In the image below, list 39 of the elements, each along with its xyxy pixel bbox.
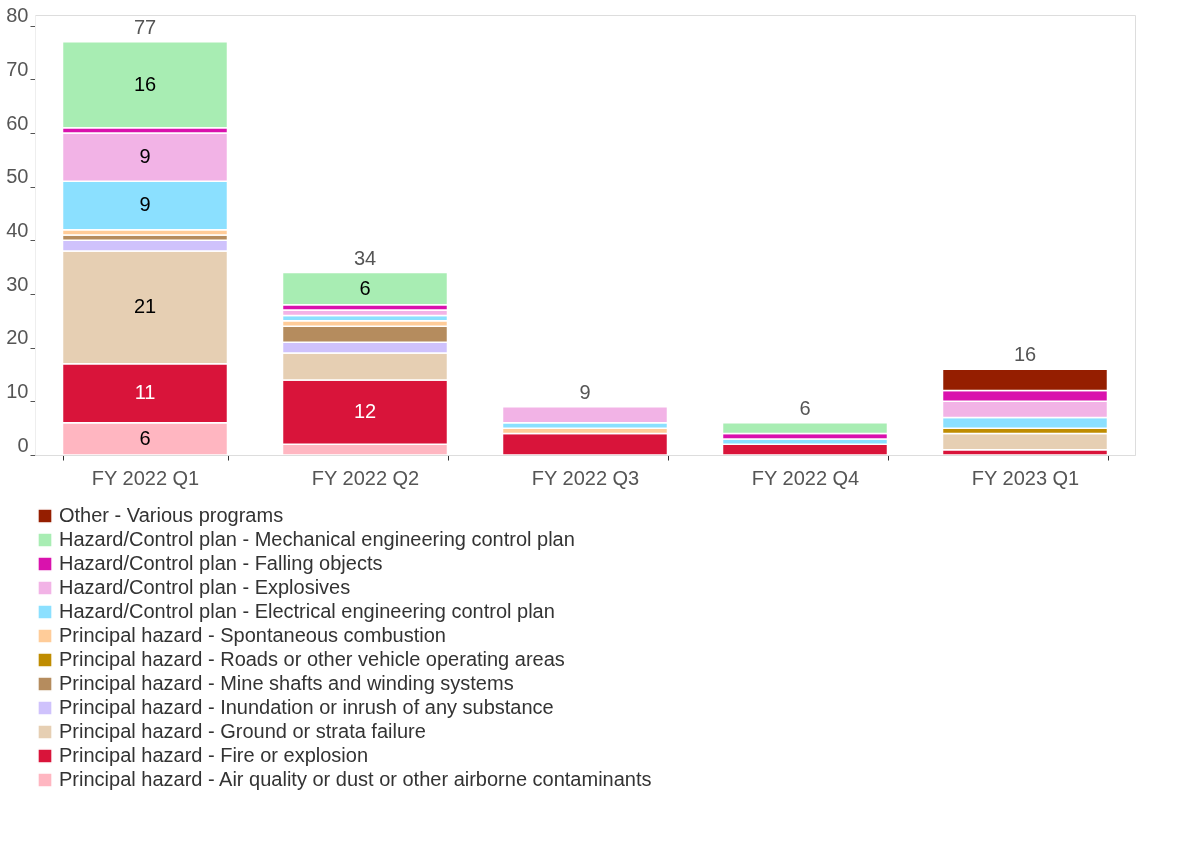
y-tick-label: 70 bbox=[6, 57, 29, 80]
legend-label: Hazard/Control plan - Mechanical engineering control plan bbox=[59, 528, 575, 550]
legend-label: Other - Various programs bbox=[59, 504, 284, 526]
total-label: 16 bbox=[1013, 343, 1037, 366]
x-tick-label: FY 2022 Q1 bbox=[91, 466, 200, 489]
data-label: 9 bbox=[139, 193, 151, 216]
y-tick-label: 60 bbox=[6, 111, 29, 134]
data-label: 21 bbox=[133, 295, 157, 318]
y-tick-label: 20 bbox=[6, 326, 29, 349]
y-tick-label: 10 bbox=[6, 379, 29, 402]
x-tick-label: FY 2022 Q3 bbox=[531, 466, 640, 489]
legend-label: Principal hazard - Ground or strata failure bbox=[59, 720, 426, 742]
data-label: 12 bbox=[353, 400, 377, 423]
data-label: 6 bbox=[359, 276, 371, 299]
data-label: 16 bbox=[133, 72, 157, 95]
y-tick-label: 50 bbox=[6, 165, 29, 188]
legend-label: Principal hazard - Inundation or inrush of any substance bbox=[59, 696, 554, 718]
x-tick-label: FY 2022 Q4 bbox=[751, 466, 860, 489]
y-tick-label: 30 bbox=[6, 272, 29, 295]
legend-label: Hazard/Control plan - Explosives bbox=[59, 576, 351, 598]
data-label: 11 bbox=[134, 381, 156, 404]
legend-label: Principal hazard - Air quality or dust or other airborne contaminants bbox=[59, 768, 652, 790]
legend-label: Principal hazard - Mine shafts and winding systems bbox=[59, 672, 514, 694]
legend-label: Principal hazard - Spontaneous combustion bbox=[59, 624, 446, 646]
legend-label: Hazard/Control plan - Falling objects bbox=[59, 552, 383, 574]
y-tick-label: 40 bbox=[6, 218, 29, 241]
total-label: 6 bbox=[799, 396, 811, 419]
data-label: 6 bbox=[139, 426, 151, 449]
x-tick-label: FY 2023 Q1 bbox=[971, 466, 1080, 489]
y-tick-label: 0 bbox=[17, 433, 29, 456]
y-tick-label: 80 bbox=[6, 4, 29, 27]
legend-label: Principal hazard - Fire or explosion bbox=[59, 744, 369, 766]
legend-label: Principal hazard - Roads or other vehicle operating areas bbox=[59, 648, 565, 670]
legend-label: Hazard/Control plan - Electrical engineering control plan bbox=[59, 600, 555, 622]
total-label: 77 bbox=[133, 15, 157, 38]
total-label: 34 bbox=[353, 246, 377, 269]
data-label: 9 bbox=[139, 145, 151, 168]
x-tick-label: FY 2022 Q2 bbox=[311, 466, 420, 489]
total-label: 9 bbox=[579, 380, 591, 403]
